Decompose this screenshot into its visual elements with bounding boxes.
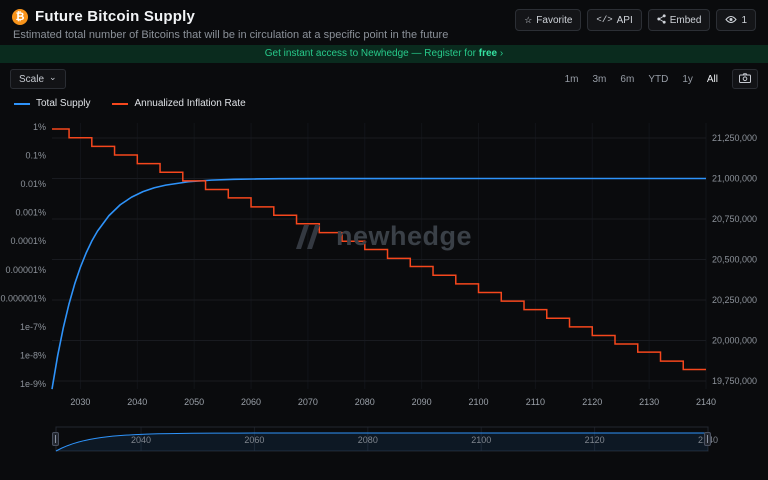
axis-label: 2030 [70,397,90,407]
legend-total-supply[interactable]: Total Supply [14,98,90,109]
axis-label: 2090 [412,397,432,407]
axis-label: 2050 [184,397,204,407]
axis-label: 1e-8% [20,350,46,360]
legend-inflation-rate[interactable]: Annualized Inflation Rate [112,98,246,109]
axis-label: 0.001% [15,208,46,218]
axis-label: 0.01% [20,179,46,189]
axis-label: 0.0001% [10,236,46,246]
axis-label: 21,000,000 [712,174,757,184]
axis-label: 20,500,000 [712,255,757,265]
favorite-label: Favorite [536,14,573,26]
page-header: ₿ Future Bitcoin Supply Estimated total … [0,0,768,45]
camera-icon [739,70,751,88]
axis-label: 2060 [244,435,264,445]
star-icon: ☆ [524,14,533,25]
axis-label: 2040 [131,435,151,445]
bitcoin-icon: ₿ [12,8,28,25]
axis-label: 1e-7% [20,322,46,332]
axis-label: 0.00001% [5,265,46,275]
banner-arrow-icon: › [497,48,504,59]
embed-button[interactable]: Embed [647,9,711,31]
views-count: 1 [741,14,747,26]
favorite-button[interactable]: ☆ Favorite [515,9,582,31]
axis-label: 1% [33,122,46,132]
header-actions: ☆ Favorite </> API Embed 1 [515,8,756,31]
axis-label: 2070 [298,397,318,407]
navigator-line [55,432,708,452]
axis-label: 20,750,000 [712,214,757,224]
axis-label: 2130 [639,397,659,407]
chart-toolbar: Scale ⌄ 1m 3m 6m YTD 1y All [0,63,768,91]
title-block: ₿ Future Bitcoin Supply Estimated total … [12,8,448,41]
scale-dropdown[interactable]: Scale ⌄ [10,69,66,89]
axis-label: 0.1% [25,151,46,161]
range-1m[interactable]: 1m [564,73,579,85]
chart-legend: Total Supply Annualized Inflation Rate [0,91,768,109]
embed-label: Embed [669,14,702,26]
inflation-rate-swatch [112,102,129,105]
range-ytd[interactable]: YTD [648,73,669,85]
register-banner[interactable]: Get instant access to Newhedge — Registe… [0,45,768,63]
api-label: API [616,14,633,26]
eye-icon [725,15,738,26]
screenshot-button[interactable] [732,69,758,89]
navigator[interactable]: 204020602080210021202140 [0,425,768,453]
range-1y[interactable]: 1y [682,73,693,85]
api-button[interactable]: </> API [587,9,642,31]
axis-label: 2100 [469,397,489,407]
axis-label: 2120 [585,435,605,445]
range-3m[interactable]: 3m [592,73,607,85]
range-all[interactable]: All [706,73,718,85]
scale-label: Scale [19,73,45,85]
axis-label: 2110 [526,397,545,407]
total-supply-line [51,177,706,390]
legend-label: Total Supply [36,98,91,109]
axis-label: 2080 [358,435,378,445]
views-button[interactable]: 1 [716,9,756,31]
axis-label: 2040 [127,397,147,407]
navigator-area [56,433,708,451]
range-selector: 1m 3m 6m YTD 1y All [565,74,718,85]
range-6m[interactable]: 6m [620,73,635,85]
legend-label: Annualized Inflation Rate [134,98,246,109]
page-title: Future Bitcoin Supply [35,8,196,25]
axis-label: 2140 [696,397,716,407]
axis-label: 1e-9% [20,379,46,389]
axis-label: 20,250,000 [712,295,757,305]
axis-label: 2060 [241,397,261,407]
main-chart-container: 1% 0.1% 0.01% 0.001% 0.0001% 0.00001% 0.000001… [0,109,768,421]
axis-label: 20,000,000 [712,336,757,346]
inflation-rate-line [52,128,706,371]
navigator-handle-right[interactable] [704,432,711,446]
banner-text: Get instant access to Newhedge — Registe… [264,48,479,59]
axis-label: 2120 [582,397,602,407]
banner-highlight: free [478,48,498,59]
axis-label: 19,750,000 [712,376,757,386]
chart-plot-area[interactable]: 1% 0.1% 0.01% 0.001% 0.0001% 0.00001% 0.000001… [0,109,768,421]
axis-label: 0.000001% [0,293,46,303]
code-icon: </> [596,15,613,25]
share-icon [657,14,666,26]
axis-label: 2080 [355,397,375,407]
page-subtitle: Estimated total number of Bitcoins that … [13,29,449,41]
navigator-container: 204020602080210021202140 [0,425,768,458]
axis-label: 2100 [471,435,491,445]
chevron-down-icon: ⌄ [49,72,57,82]
navigator-handle-left[interactable] [52,432,59,446]
total-supply-swatch [14,102,30,105]
axis-label: 21,250,000 [712,133,757,143]
